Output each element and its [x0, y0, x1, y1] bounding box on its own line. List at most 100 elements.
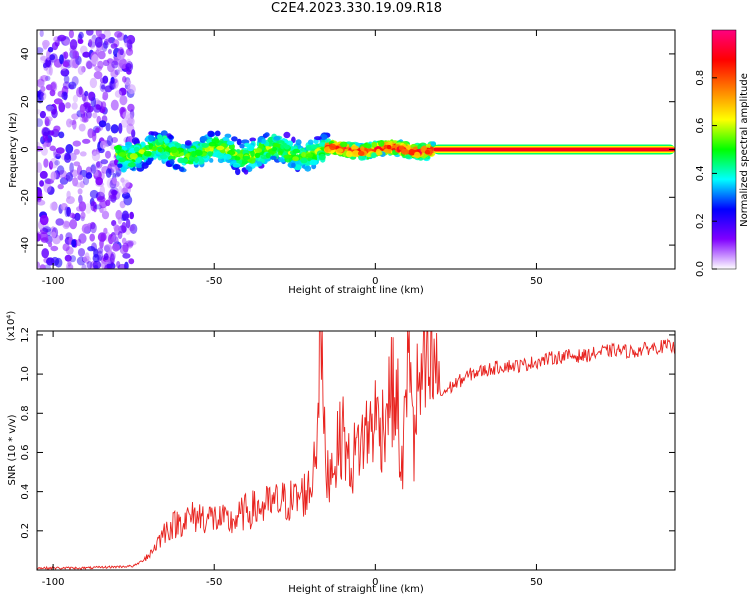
heatmap-band-inner — [433, 147, 675, 152]
heatmap-cell — [364, 143, 372, 149]
heatmap-cell — [211, 138, 220, 144]
heatmap-cell — [87, 91, 95, 101]
heatmap-cell — [117, 263, 127, 269]
heatmap-cell — [424, 149, 430, 155]
snr-background — [37, 331, 675, 570]
heatmap-cell — [96, 254, 102, 262]
heatmap-cell — [39, 214, 49, 226]
heatmap-cell — [136, 157, 142, 164]
heatmap-cell — [79, 111, 84, 122]
heatmap-cell — [100, 101, 107, 109]
heatmap-cell — [37, 141, 41, 148]
snr-xlabel: Height of straight line (km) — [288, 584, 424, 595]
heatmap-cell — [127, 84, 136, 95]
heatmap-cell — [39, 30, 44, 37]
heatmap-cell — [56, 165, 65, 175]
heatmap-cell — [386, 145, 392, 150]
heatmap-cell — [89, 189, 99, 199]
x-tick-label: -100 — [42, 276, 65, 287]
heatmap-cell — [172, 164, 181, 170]
heatmap-cell — [336, 148, 344, 154]
heatmap-cell — [125, 141, 132, 148]
heatmap-cell — [45, 116, 53, 122]
heatmap-cell — [169, 159, 175, 165]
heatmap-cell — [69, 212, 76, 219]
heatmap-cell — [236, 138, 242, 146]
heatmap-cell — [37, 233, 41, 242]
heatmap-cell — [40, 75, 49, 82]
heatmap-cell — [378, 140, 385, 147]
heatmap-cell — [103, 227, 108, 235]
heatmap-cell — [214, 130, 221, 137]
heatmap-cell — [76, 86, 84, 98]
heatmap-cell — [131, 137, 140, 145]
heatmap-cell — [105, 150, 111, 159]
heatmap-cell — [73, 148, 80, 155]
heatmap-cell — [55, 147, 65, 154]
snr-frame — [36, 330, 676, 571]
heatmap-cell — [72, 94, 78, 103]
heatmap-cell — [309, 159, 318, 166]
heatmap-cell — [100, 159, 109, 165]
heatmap-cell — [157, 147, 163, 153]
heatmap-cell — [159, 154, 168, 160]
heatmap-cell — [45, 58, 52, 68]
heatmap-cell — [97, 50, 106, 60]
heatmap-cell — [277, 150, 283, 156]
x-tick-label: 0 — [372, 276, 378, 287]
heatmap-cell — [48, 160, 54, 170]
heatmap-cell — [97, 232, 107, 242]
heatmap-cell — [40, 86, 46, 92]
heatmap-cell — [129, 109, 135, 119]
heatmap-cell — [48, 66, 53, 76]
heatmap-cell — [110, 253, 115, 265]
heatmap-cell — [126, 39, 133, 50]
heatmap-cell — [122, 242, 129, 253]
heatmap-cell — [37, 199, 46, 206]
heatmap-cell — [133, 146, 140, 152]
heatmap-cell — [72, 58, 79, 69]
heatmap-cell — [99, 200, 108, 209]
heatmap-cell — [103, 244, 113, 252]
heatmap-cell — [401, 148, 409, 155]
heatmap-cell — [295, 139, 302, 146]
x-tick-label: -50 — [206, 276, 222, 287]
heatmap-cell — [44, 57, 53, 68]
heatmap-cell — [77, 38, 84, 44]
heatmap-cell — [199, 135, 208, 142]
heatmap-cell — [53, 125, 61, 132]
heatmap-cell — [85, 172, 93, 179]
heatmap-cell — [37, 118, 43, 127]
heatmap-cell — [108, 37, 116, 44]
heatmap-cell — [58, 131, 65, 139]
heatmap-cell — [250, 150, 255, 158]
heatmap-cell — [120, 165, 127, 173]
heatmap-cell — [71, 76, 79, 86]
heatmap-cell — [207, 130, 215, 137]
heatmap-cell — [129, 153, 138, 160]
heatmap-cell — [209, 158, 214, 163]
heatmap-cell — [86, 61, 93, 70]
heatmap-cell — [310, 144, 318, 149]
heatmap-cell — [408, 149, 416, 156]
heatmap-cell — [37, 47, 44, 54]
heatmap-cell — [104, 264, 112, 269]
heatmap-cell — [231, 136, 238, 142]
heatmap-cell — [49, 157, 59, 169]
snr-panel: -100 -50 0 50 0.2 0.4 0.6 0.8 1.0 1.2 Height of … — [6, 311, 676, 595]
heatmap-cell — [87, 246, 95, 252]
heatmap-cell — [85, 203, 92, 214]
colorbar-label: Normalized spectral amplitude — [739, 73, 750, 227]
heatmap-cell — [126, 123, 135, 135]
heatmap-cell — [235, 168, 241, 176]
heatmap-cell — [82, 138, 91, 144]
heatmap-cell — [114, 90, 122, 98]
heatmap-cell — [62, 220, 71, 230]
y-tick-label: 0.6 — [20, 445, 31, 461]
heatmap-cell — [58, 102, 66, 113]
heatmap-cell — [99, 206, 104, 214]
heatmap-cell — [169, 146, 178, 154]
heatmap-cell — [92, 254, 100, 263]
heatmap-cell — [111, 60, 119, 69]
heatmap-cell — [270, 155, 277, 160]
